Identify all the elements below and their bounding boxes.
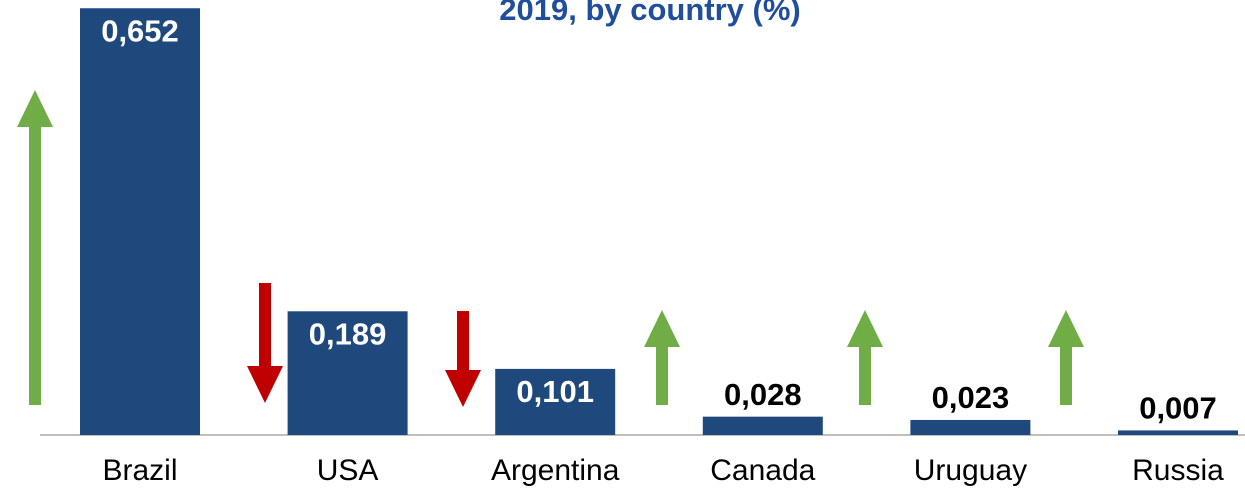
data-label: 0,028: [724, 377, 802, 412]
trend-arrows: [17, 90, 1084, 407]
x-tick-label: Argentina: [491, 454, 620, 487]
arrow-up: [847, 310, 883, 405]
arrow-up: [1048, 310, 1084, 405]
bar: [80, 8, 200, 436]
bar: [287, 311, 408, 435]
bar: [1118, 430, 1238, 435]
bar: [495, 368, 616, 435]
arrow-up: [644, 310, 680, 405]
x-tick-label: USA: [317, 454, 379, 487]
x-tick-label: Uruguay: [914, 454, 1027, 487]
x-tick-label: Canada: [710, 454, 815, 487]
bar: [702, 416, 823, 435]
arrow-down: [445, 311, 481, 407]
arrow-down: [247, 283, 283, 403]
data-label: 0,652: [101, 13, 179, 48]
data-label: 0,007: [1139, 391, 1217, 426]
arrow-up: [17, 90, 53, 405]
chart-title: 2019, by country (%): [499, 0, 800, 27]
data-label: 0,101: [516, 374, 594, 409]
bar: [910, 419, 1031, 435]
x-tick-label: Russia: [1132, 454, 1224, 487]
x-tick-label: Brazil: [102, 454, 177, 487]
data-label: 0,189: [309, 316, 387, 351]
data-label: 0,023: [932, 380, 1010, 415]
